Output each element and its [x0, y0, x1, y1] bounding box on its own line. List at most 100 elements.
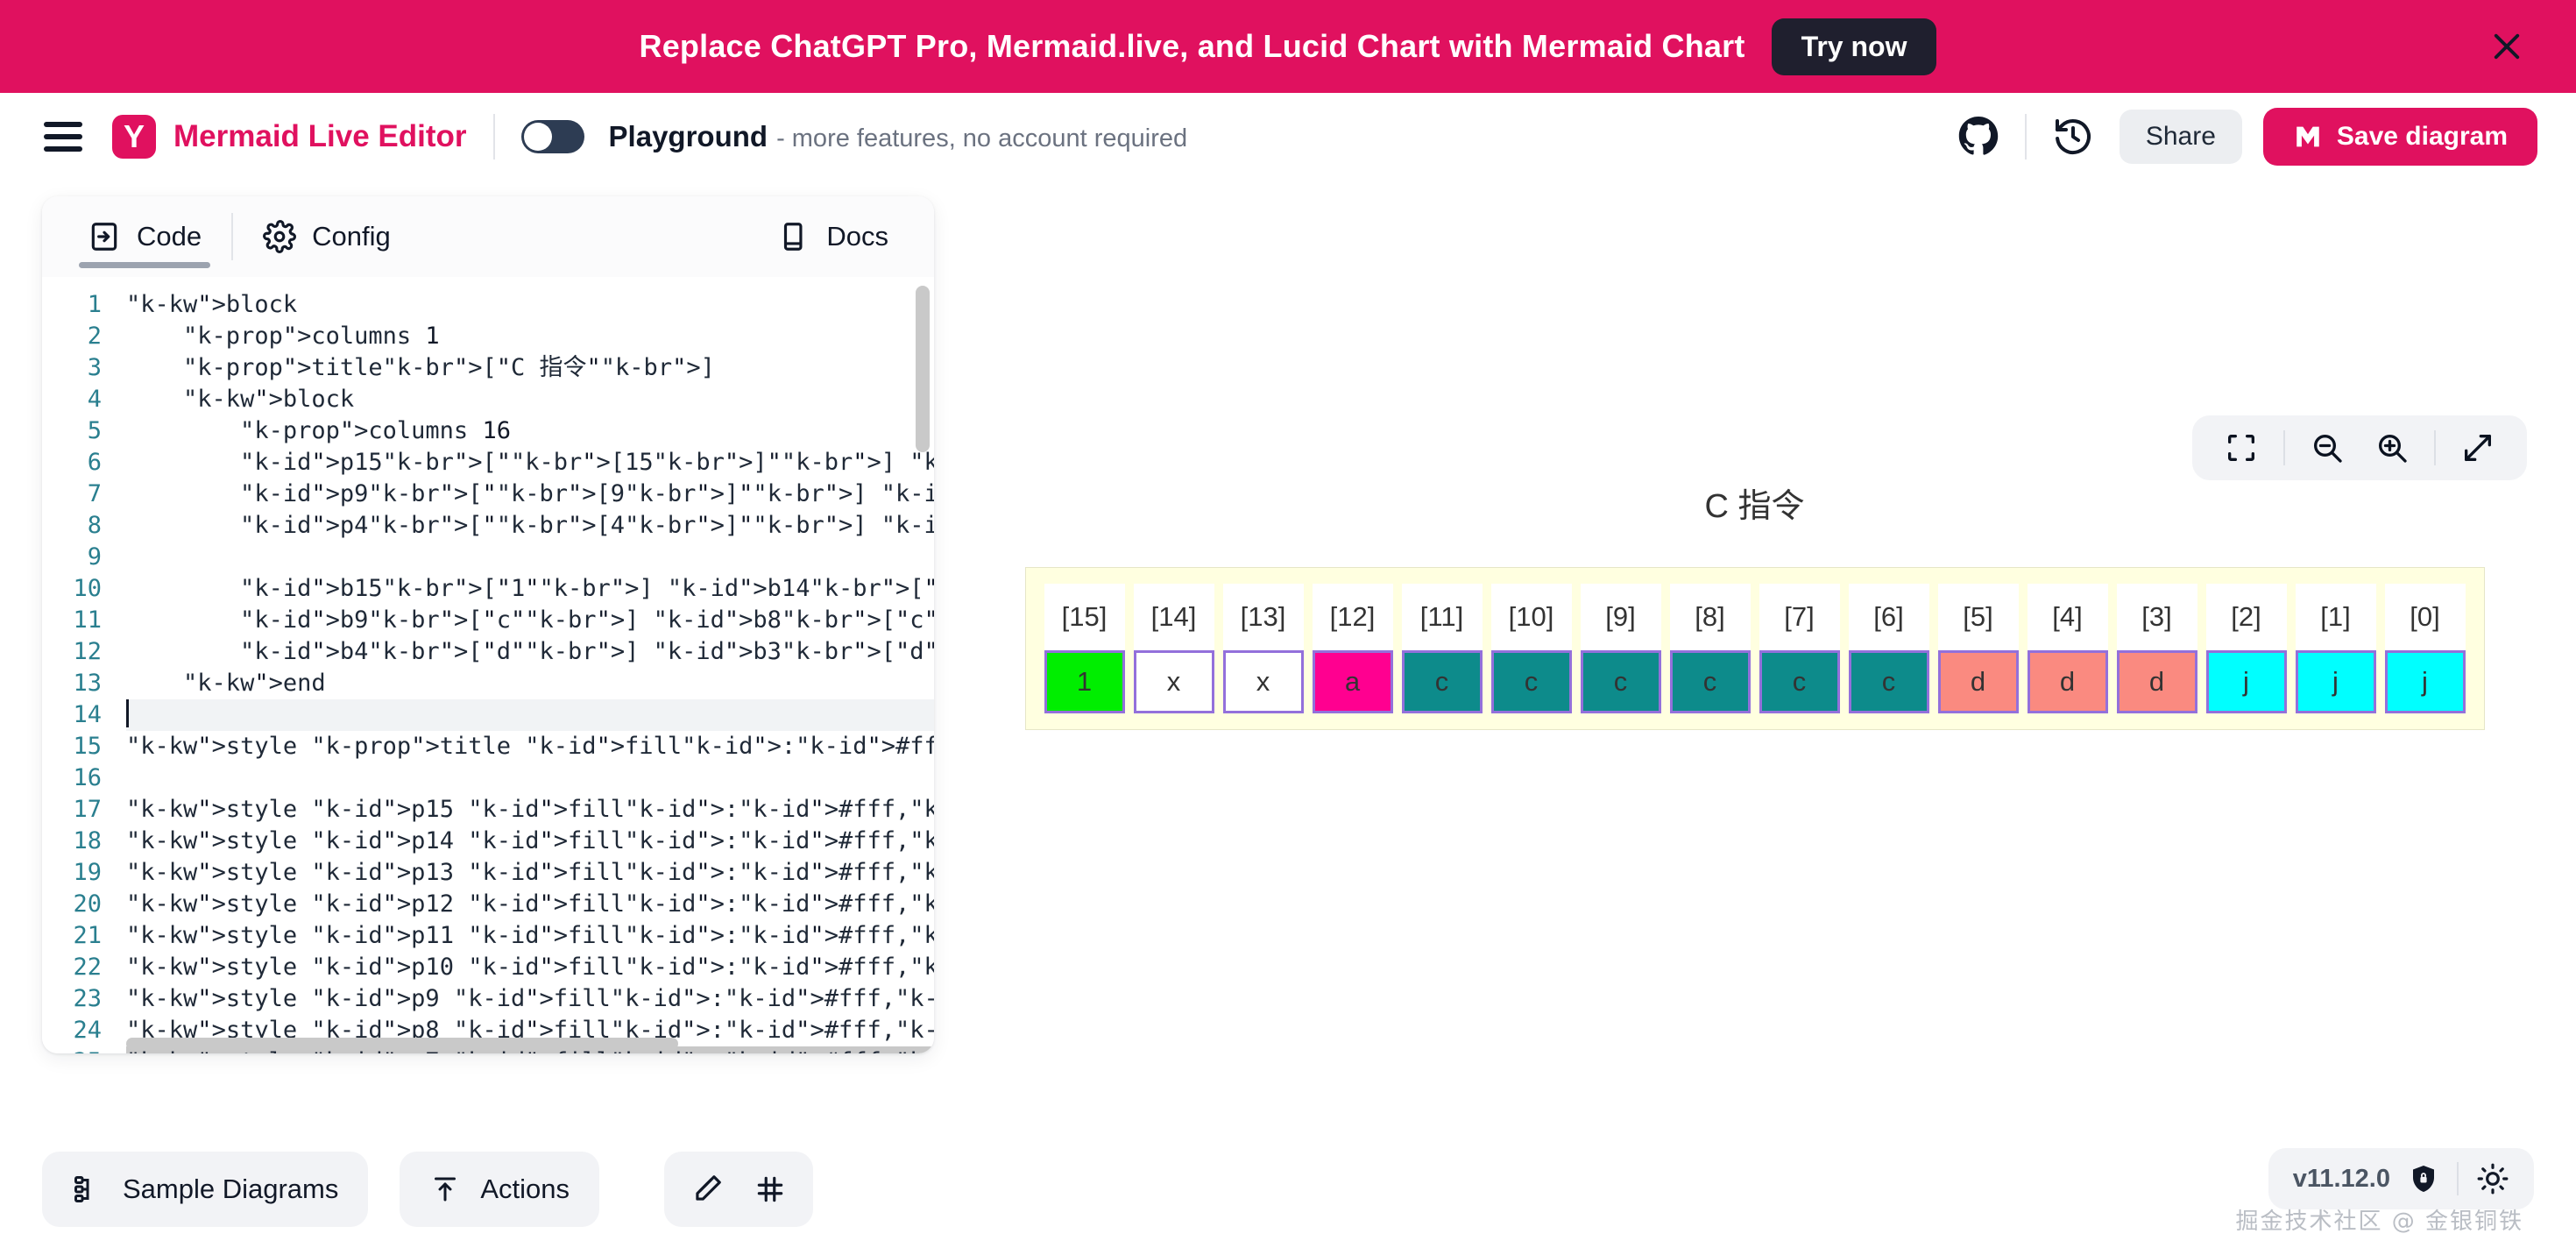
zoom-out-icon[interactable]	[2297, 418, 2357, 478]
diagram-label-cell: [3]	[2116, 584, 2197, 650]
code-line[interactable]: "k-prop">columns 1	[183, 323, 440, 350]
book-icon	[777, 220, 810, 253]
code-line[interactable]: "k-kw">block	[126, 291, 298, 318]
diagram-label-cell: [2]	[2205, 584, 2287, 650]
line-number: 1	[87, 291, 102, 318]
sitemap-icon	[72, 1173, 103, 1205]
tab-code-label: Code	[137, 221, 202, 252]
diagram-label-cell: [15]	[1044, 584, 1125, 650]
diagram-title: C 指令	[1704, 488, 1805, 525]
code-line[interactable]	[126, 762, 934, 794]
code-line[interactable]: "k-kw">style "k-id">p11 "k-id">fill"k-id…	[126, 922, 934, 949]
expand-icon[interactable]	[2448, 418, 2508, 478]
diagram-label-cell: [5]	[1937, 584, 2019, 650]
diagram-label-cell: [13]	[1222, 584, 1304, 650]
diagram-frame: [15] [14] [13] [12] [11] [10] [9] [8] [7] [6] [5][…	[1024, 567, 2485, 730]
diagram-bit-cell: c	[1669, 650, 1751, 713]
top-navbar: Y Mermaid Live Editor Playground - more …	[0, 93, 2576, 181]
code-line[interactable]: "k-kw">style "k-prop">title "k-id">fill"…	[126, 733, 934, 760]
code-line[interactable]: "k-kw">style "k-id">p9 "k-id">fill"k-id"…	[126, 985, 934, 1012]
line-number: 13	[73, 670, 102, 697]
code-line[interactable]: "k-id">p4"k-br">[""k-br">[4"k-br">]""k-b…	[240, 512, 934, 539]
code-line[interactable]: "k-id">b15"k-br">["1""k-br">] "k-id">b14…	[240, 575, 934, 602]
code-line[interactable]: "k-id">b9"k-br">["c""k-br">] "k-id">b8"k…	[240, 606, 934, 634]
brand-name: Mermaid Live Editor	[173, 119, 467, 153]
upload-icon	[429, 1173, 461, 1205]
diagram-bit-cell: a	[1312, 650, 1393, 713]
line-number: 16	[73, 764, 102, 791]
save-diagram-label: Save diagram	[2336, 122, 2508, 151]
code-content[interactable]: "k-kw">block "k-prop">columns 1 "k-prop"…	[117, 277, 934, 1053]
code-line[interactable]: "k-kw">style "k-id">p15 "k-id">fill"k-id…	[126, 796, 934, 823]
code-line[interactable]: "k-kw">style "k-id">p10 "k-id">fill"k-id…	[126, 954, 934, 981]
diagram-bit-cell: c	[1401, 650, 1483, 713]
shield-lock-icon[interactable]	[2408, 1163, 2439, 1195]
main-body: Code Config Docs	[0, 181, 2576, 1124]
hamburger-icon[interactable]	[44, 122, 82, 152]
view-options-group	[664, 1152, 814, 1227]
share-button[interactable]: Share	[2119, 110, 2242, 164]
code-line[interactable]: "k-id">b4"k-br">["d""k-br">] "k-id">b3"k…	[240, 638, 934, 665]
line-number: 19	[73, 859, 102, 886]
history-icon[interactable]	[2049, 113, 2097, 160]
diagram-label-cell: [1]	[2295, 584, 2376, 650]
code-line[interactable]: "k-prop">title"k-br">["C 指令""k-br">]	[183, 354, 715, 381]
code-editor[interactable]: 1234567891011121314151617181920212223242…	[42, 277, 934, 1053]
code-line[interactable]: "k-kw">style "k-id">p12 "k-id">fill"k-id…	[126, 890, 934, 918]
line-number: 18	[73, 827, 102, 854]
editor-pane: Code Config Docs	[0, 181, 934, 1124]
pen-icon[interactable]	[690, 1173, 724, 1206]
editor-card: Code Config Docs	[42, 196, 934, 1053]
diagram-label-cell: [12]	[1312, 584, 1393, 650]
close-icon[interactable]	[2487, 26, 2527, 67]
code-line[interactable]: "k-kw">style "k-id">p14 "k-id">fill"k-id…	[126, 827, 934, 854]
line-number: 9	[87, 543, 102, 571]
playground-toggle[interactable]	[520, 120, 584, 153]
line-number: 22	[73, 954, 102, 981]
divider	[2283, 430, 2285, 465]
line-number: 2	[87, 323, 102, 350]
fit-screen-icon[interactable]	[2212, 418, 2271, 478]
line-number: 5	[87, 417, 102, 444]
line-number: 14	[73, 701, 102, 728]
github-icon[interactable]	[1955, 113, 2002, 160]
preview-pane: C 指令 [15] [14] [13] [12] [11] [10] [9] [8] [7] [6…	[933, 181, 2576, 1124]
zoom-in-icon[interactable]	[2362, 418, 2422, 478]
brand[interactable]: Y Mermaid Live Editor	[112, 115, 467, 159]
line-number: 6	[87, 449, 102, 476]
line-number: 3	[87, 354, 102, 381]
code-line[interactable]: "k-id">p9"k-br">[""k-br">[9"k-br">]""k-b…	[240, 480, 934, 507]
sample-diagrams-button[interactable]: Sample Diagrams	[42, 1152, 369, 1227]
save-diagram-button[interactable]: Save diagram	[2262, 108, 2537, 166]
code-line[interactable]	[126, 542, 934, 573]
tab-docs[interactable]: Docs	[756, 196, 909, 277]
code-line[interactable]: "k-kw">end	[183, 670, 326, 697]
version-status: v11.12.0	[2268, 1148, 2534, 1209]
grid-icon[interactable]	[754, 1173, 787, 1206]
tab-code[interactable]: Code	[67, 196, 223, 277]
code-line[interactable]: "k-prop">columns 16	[240, 417, 511, 444]
playground-info: Playground - more features, no account r…	[609, 120, 1188, 153]
try-now-button[interactable]: Try now	[1771, 18, 1937, 75]
promo-banner: Replace ChatGPT Pro, Mermaid.live, and L…	[0, 0, 2576, 93]
editor-vertical-scrollbar[interactable]	[916, 286, 930, 452]
tab-config[interactable]: Config	[242, 196, 412, 277]
code-line[interactable]	[126, 699, 934, 731]
code-line[interactable]: "k-kw">style "k-id">p13 "k-id">fill"k-id…	[126, 859, 934, 886]
diagram-bit-cell: 1	[1044, 650, 1125, 713]
diagram-bit-cell: d	[2116, 650, 2197, 713]
diagram-bit-cell: c	[1580, 650, 1661, 713]
sun-icon[interactable]	[2476, 1162, 2509, 1195]
line-number: 25	[42, 1046, 102, 1053]
diagram-label-cell: [8]	[1669, 584, 1751, 650]
editor-tabs: Code Config Docs	[42, 196, 934, 277]
code-line[interactable]: "k-kw">style "k-id">p7 "k-id">fill"k-id"…	[126, 1046, 934, 1053]
mermaid-mark-icon	[2293, 122, 2323, 152]
diagram-bit-cell: c	[1848, 650, 1929, 713]
code-line[interactable]: "k-kw">block	[183, 386, 355, 413]
editor-horizontal-scrollbar[interactable]	[126, 1038, 678, 1050]
preview-toolbar	[2192, 415, 2527, 480]
code-line[interactable]: "k-id">p15"k-br">[""k-br">[15"k-br">]""k…	[240, 449, 934, 476]
actions-button[interactable]: Actions	[400, 1152, 600, 1227]
